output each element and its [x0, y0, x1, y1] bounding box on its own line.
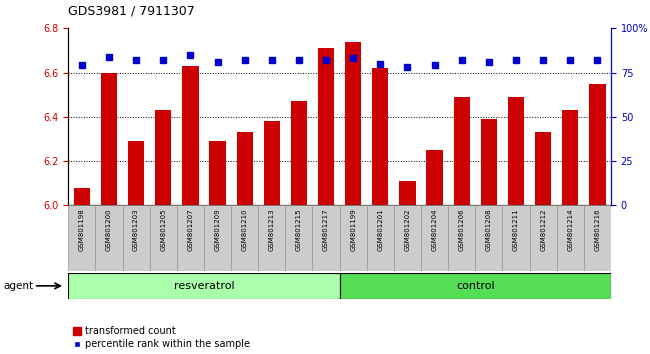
Bar — [237, 132, 253, 205]
Bar — [556, 205, 584, 271]
Bar — [231, 205, 258, 271]
Bar — [177, 205, 204, 271]
Bar — [367, 205, 394, 271]
Bar — [101, 73, 117, 205]
Bar — [530, 205, 557, 271]
Bar — [535, 132, 551, 205]
Bar — [448, 205, 475, 271]
Bar — [150, 205, 177, 271]
Bar — [313, 205, 339, 271]
Bar — [481, 119, 497, 205]
Bar — [562, 110, 578, 205]
Text: GSM801205: GSM801205 — [161, 209, 166, 251]
Bar — [339, 273, 611, 299]
Text: GSM801200: GSM801200 — [106, 209, 112, 251]
Legend: transformed count, percentile rank within the sample: transformed count, percentile rank withi… — [73, 326, 250, 349]
Bar — [508, 97, 524, 205]
Text: GSM801213: GSM801213 — [269, 209, 275, 251]
Bar — [291, 101, 307, 205]
Bar — [209, 141, 226, 205]
Text: GSM801201: GSM801201 — [378, 209, 384, 251]
Bar — [182, 66, 198, 205]
Bar — [584, 205, 611, 271]
Text: GSM801216: GSM801216 — [595, 209, 601, 251]
Bar — [475, 205, 502, 271]
Text: GSM801210: GSM801210 — [242, 209, 248, 251]
Text: GSM801208: GSM801208 — [486, 209, 492, 251]
Text: resveratrol: resveratrol — [174, 281, 234, 291]
Bar — [204, 205, 231, 271]
Text: GSM801217: GSM801217 — [323, 209, 329, 251]
Text: control: control — [456, 281, 495, 291]
Bar — [394, 205, 421, 271]
Bar — [372, 68, 389, 205]
Text: GSM801209: GSM801209 — [214, 209, 220, 251]
Text: GSM801203: GSM801203 — [133, 209, 139, 251]
Bar — [590, 84, 606, 205]
Bar — [285, 205, 313, 271]
Bar — [155, 110, 172, 205]
Text: GSM801204: GSM801204 — [432, 209, 437, 251]
Text: GSM801199: GSM801199 — [350, 209, 356, 251]
Bar — [339, 205, 367, 271]
Bar — [454, 97, 470, 205]
Text: GSM801202: GSM801202 — [404, 209, 410, 251]
Bar — [122, 205, 150, 271]
Text: GSM801198: GSM801198 — [79, 209, 84, 251]
Bar — [96, 205, 122, 271]
Text: GSM801211: GSM801211 — [513, 209, 519, 251]
Text: GSM801206: GSM801206 — [459, 209, 465, 251]
Bar — [399, 181, 415, 205]
Bar — [502, 205, 530, 271]
Bar — [264, 121, 280, 205]
Bar — [426, 150, 443, 205]
Bar — [318, 48, 334, 205]
Text: GDS3981 / 7911307: GDS3981 / 7911307 — [68, 5, 195, 18]
Bar — [128, 141, 144, 205]
Bar — [73, 188, 90, 205]
Text: agent: agent — [3, 281, 33, 291]
Bar — [258, 205, 285, 271]
Text: GSM801215: GSM801215 — [296, 209, 302, 251]
Bar — [68, 273, 339, 299]
Bar — [421, 205, 448, 271]
Text: GSM801212: GSM801212 — [540, 209, 546, 251]
Text: GSM801207: GSM801207 — [187, 209, 193, 251]
Bar — [345, 42, 361, 205]
Text: GSM801214: GSM801214 — [567, 209, 573, 251]
Bar — [68, 205, 96, 271]
